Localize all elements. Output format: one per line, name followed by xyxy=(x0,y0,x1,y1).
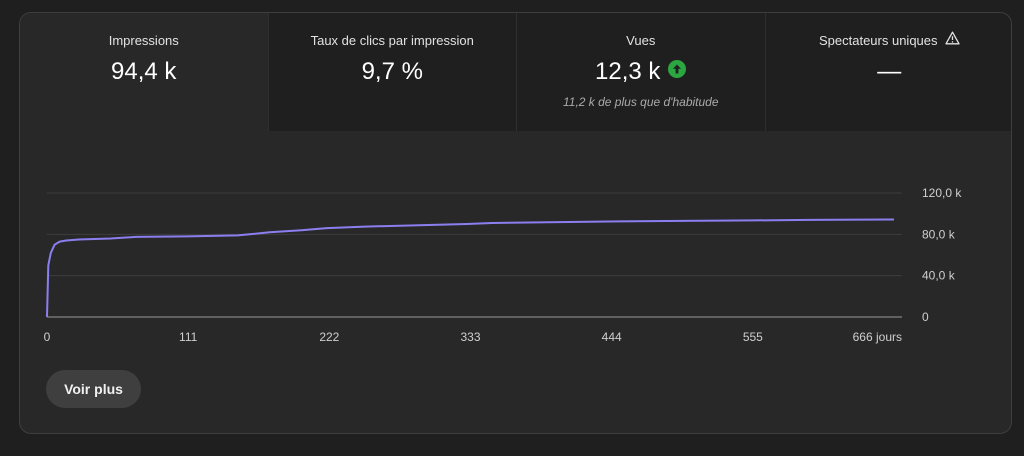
x-tick-label: 0 xyxy=(44,330,51,344)
x-tick-label: 666 jours xyxy=(853,330,902,344)
analytics-card: Impressions 94,4 k Taux de clics par imp… xyxy=(19,12,1012,434)
y-tick-label: 40,0 k xyxy=(922,269,956,283)
arrow-up-circle-icon xyxy=(668,56,687,86)
tab-label: Impressions xyxy=(108,33,179,48)
tab-label: Spectateurs uniques xyxy=(818,33,938,48)
tab-impressions[interactable]: Impressions 94,4 k xyxy=(20,13,269,131)
tab-label-row: Spectateurs uniques xyxy=(766,31,1012,49)
tab-value: 9,7 % xyxy=(361,58,423,85)
x-tick-label: 333 xyxy=(460,330,480,344)
warning-triangle-icon[interactable] xyxy=(944,31,960,49)
tab-label: Vues xyxy=(626,33,656,48)
tab-value: 12,3 k xyxy=(595,58,661,85)
tab-unique-viewers[interactable]: Spectateurs uniques — xyxy=(765,13,1012,131)
impressions-chart: 120,0 k 80,0 k 40,0 k 0 0 111 222 333 444 555 666 … xyxy=(20,131,1011,371)
series-line xyxy=(46,218,895,318)
tab-label: Taux de clics par impression xyxy=(310,33,474,48)
y-tick-label: 0 xyxy=(922,310,929,324)
see-more-button[interactable]: Voir plus xyxy=(46,370,141,408)
x-tick-label: 222 xyxy=(319,330,339,344)
x-tick-label: 444 xyxy=(602,330,622,344)
x-tick-label: 111 xyxy=(179,330,198,344)
tab-value: — xyxy=(877,58,902,85)
x-tick-label: 555 xyxy=(743,330,763,344)
y-tick-label: 120,0 k xyxy=(922,186,962,200)
tab-subtext: 11,2 k de plus que d'habitude xyxy=(562,95,719,109)
metric-tabs: Impressions 94,4 k Taux de clics par imp… xyxy=(20,13,1012,131)
tab-views[interactable]: Vues 12,3 k 11,2 k de plus que d'habitud… xyxy=(517,13,766,131)
tab-ctr[interactable]: Taux de clics par impression 9,7 % xyxy=(268,13,517,131)
chart-svg: 120,0 k 80,0 k 40,0 k 0 0 111 222 333 444 555 666 … xyxy=(44,186,963,344)
tab-value: 94,4 k xyxy=(111,58,177,85)
tab-value-row: 12,3 k xyxy=(517,57,765,87)
y-tick-label: 80,0 k xyxy=(922,227,956,241)
